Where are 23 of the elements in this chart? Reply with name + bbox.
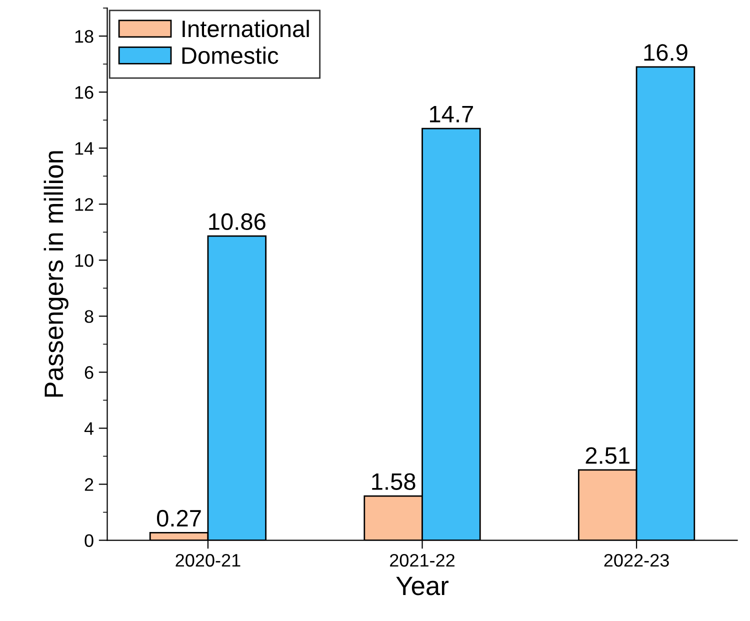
data-label: 16.9 — [644, 44, 688, 61]
data-label: 1.58 — [372, 473, 416, 490]
y-tick-label: 18 — [75, 30, 94, 43]
y-tick-label: 16 — [75, 86, 94, 99]
legend-label: Domestic — [182, 46, 278, 64]
data-label: 10.86 — [209, 213, 266, 230]
x-tick-label: 2021-22 — [390, 554, 454, 567]
x-tick-label: 2020-21 — [176, 554, 240, 567]
y-tick-label: 2 — [84, 478, 94, 491]
x-tick-label: 2022-23 — [604, 554, 669, 567]
y-tick-label: 14 — [75, 142, 94, 155]
y-tick-label: 12 — [75, 198, 94, 211]
y-tick-label: 4 — [84, 422, 94, 435]
y-tick-label: 10 — [75, 254, 94, 267]
data-label: 14.7 — [430, 106, 473, 122]
y-tick-label: 8 — [84, 310, 94, 323]
y-tick-label: 6 — [84, 366, 94, 379]
y-tick-label: 0 — [84, 534, 94, 547]
y-axis-title: Passengers in million — [44, 151, 68, 397]
data-label: 0.27 — [156, 510, 201, 527]
x-axis-title: Year — [396, 576, 448, 596]
legend-label: International — [182, 20, 309, 38]
data-label: 2.51 — [586, 447, 630, 464]
